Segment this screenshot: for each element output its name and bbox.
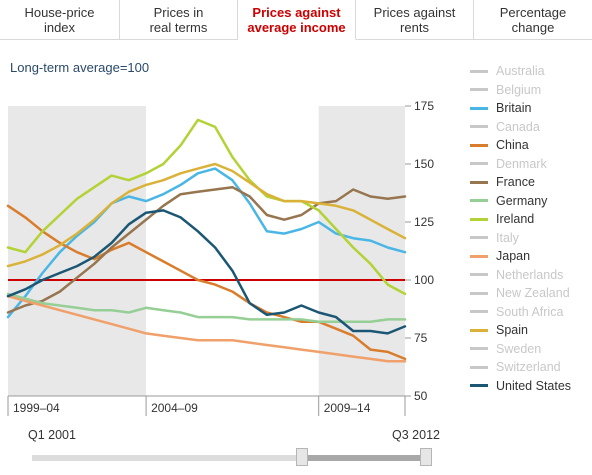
legend-item-new-zealand[interactable]: New Zealand [470,284,592,303]
legend-item-belgium[interactable]: Belgium [470,81,592,100]
x-period-label: 1999–04 [13,401,60,415]
legend-label: Switzerland [496,360,561,375]
slider-start-handle[interactable] [296,448,308,466]
legend-swatch [470,347,488,351]
legend-item-italy[interactable]: Italy [470,229,592,248]
legend-swatch [470,291,488,295]
legend-label: Japan [496,249,531,264]
legend-item-denmark[interactable]: Denmark [470,155,592,174]
x-period-label: 2004–09 [151,401,198,415]
tab-house-price-index[interactable]: House-price index [0,0,120,40]
y-tick-label: 175 [414,99,434,113]
legend-item-netherlands[interactable]: Netherlands [470,266,592,285]
series-line-britain [6,167,407,319]
legend-label: Belgium [496,82,542,97]
legend-item-australia[interactable]: Australia [470,62,592,81]
tab-prices-real-terms[interactable]: Prices in real terms [120,0,238,40]
legend-swatch [470,125,488,129]
legend-item-canada[interactable]: Canada [470,118,592,137]
y-tick-label: 75 [414,331,428,345]
date-range-slider: Q1 2001 Q3 2012 [20,424,440,469]
y-tick-label: 125 [414,215,434,229]
legend-item-china[interactable]: China [470,136,592,155]
legend-item-spain[interactable]: Spain [470,321,592,340]
y-tick-label: 100 [414,273,434,287]
y-tick-label: 50 [414,389,428,403]
legend-swatch [470,162,488,166]
legend-label: Spain [496,323,528,338]
legend-item-france[interactable]: France [470,173,592,192]
tab-prices-against-rents[interactable]: Prices against rents [356,0,474,40]
legend-label: South Africa [496,304,564,319]
tab-label: House-price index [24,4,95,35]
legend-swatch [470,69,488,73]
legend-label: Italy [496,230,519,245]
x-period-label: 2009–14 [324,401,371,415]
legend-swatch [470,384,488,388]
tab-label: Percentage change [499,4,567,35]
legend-item-south-africa[interactable]: South Africa [470,303,592,322]
legend-label: Ireland [496,212,535,227]
series-line-china [6,204,407,361]
legend-label: Australia [496,64,545,79]
legend-swatch [470,217,488,221]
legend-swatch [470,254,488,258]
legend-swatch [470,365,488,369]
tab-percentage-change[interactable]: Percentage change [474,0,592,40]
legend-swatch [470,328,488,332]
legend-label: China [496,138,529,153]
tab-label: Prices against average income [247,4,346,35]
legend-swatch [470,310,488,314]
series-line-japan [6,294,407,363]
legend-label: Germany [496,193,548,208]
legend-item-switzerland[interactable]: Switzerland [470,358,592,377]
slider-end-label: Q3 2012 [392,428,440,442]
tab-label: Prices in real terms [149,4,208,35]
line-chart: 1999–04 2004–09 2009–14 50 75 100 125 150 175 [6,99,434,416]
legend-swatch [470,88,488,92]
series-line-spain [6,162,407,268]
legend-swatch [470,199,488,203]
legend-swatch [470,106,488,110]
legend-item-britain[interactable]: Britain [470,99,592,118]
legend-item-united-states[interactable]: United States [470,377,592,396]
tab-prices-against-income[interactable]: Prices against average income [238,0,356,40]
legend-label: Canada [496,119,540,134]
legend-item-sweden[interactable]: Sweden [470,340,592,359]
legend-label: Britain [496,101,532,116]
chart-subtitle: Long-term average=100 [10,60,150,75]
legend-label: Sweden [496,341,542,356]
legend-swatch [470,143,488,147]
country-legend: Australia Belgium Britain Canada China Denmar… [470,62,592,395]
series-line-united-states [6,209,407,335]
period-band [318,106,405,396]
legend-label: Denmark [496,156,547,171]
slider-selected-range [302,455,432,461]
legend-item-germany[interactable]: Germany [470,192,592,211]
series-line-germany [6,292,407,324]
slider-start-label: Q1 2001 [28,428,76,442]
series-line-france [6,185,407,314]
legend-label: United States [496,378,572,393]
tab-label: Prices against rents [373,4,456,35]
legend-label: Netherlands [496,267,564,282]
series-line-ireland [6,118,407,296]
legend-swatch [470,273,488,277]
slider-end-handle[interactable] [420,448,432,466]
legend-swatch [470,180,488,184]
legend-swatch [470,236,488,240]
legend-item-ireland[interactable]: Ireland [470,210,592,229]
legend-label: France [496,175,535,190]
legend-item-japan[interactable]: Japan [470,247,592,266]
tab-bar: House-price index Prices in real terms P… [0,0,592,40]
legend-label: New Zealand [496,286,570,301]
slider-track[interactable] [32,455,432,461]
y-tick-label: 150 [414,157,434,171]
